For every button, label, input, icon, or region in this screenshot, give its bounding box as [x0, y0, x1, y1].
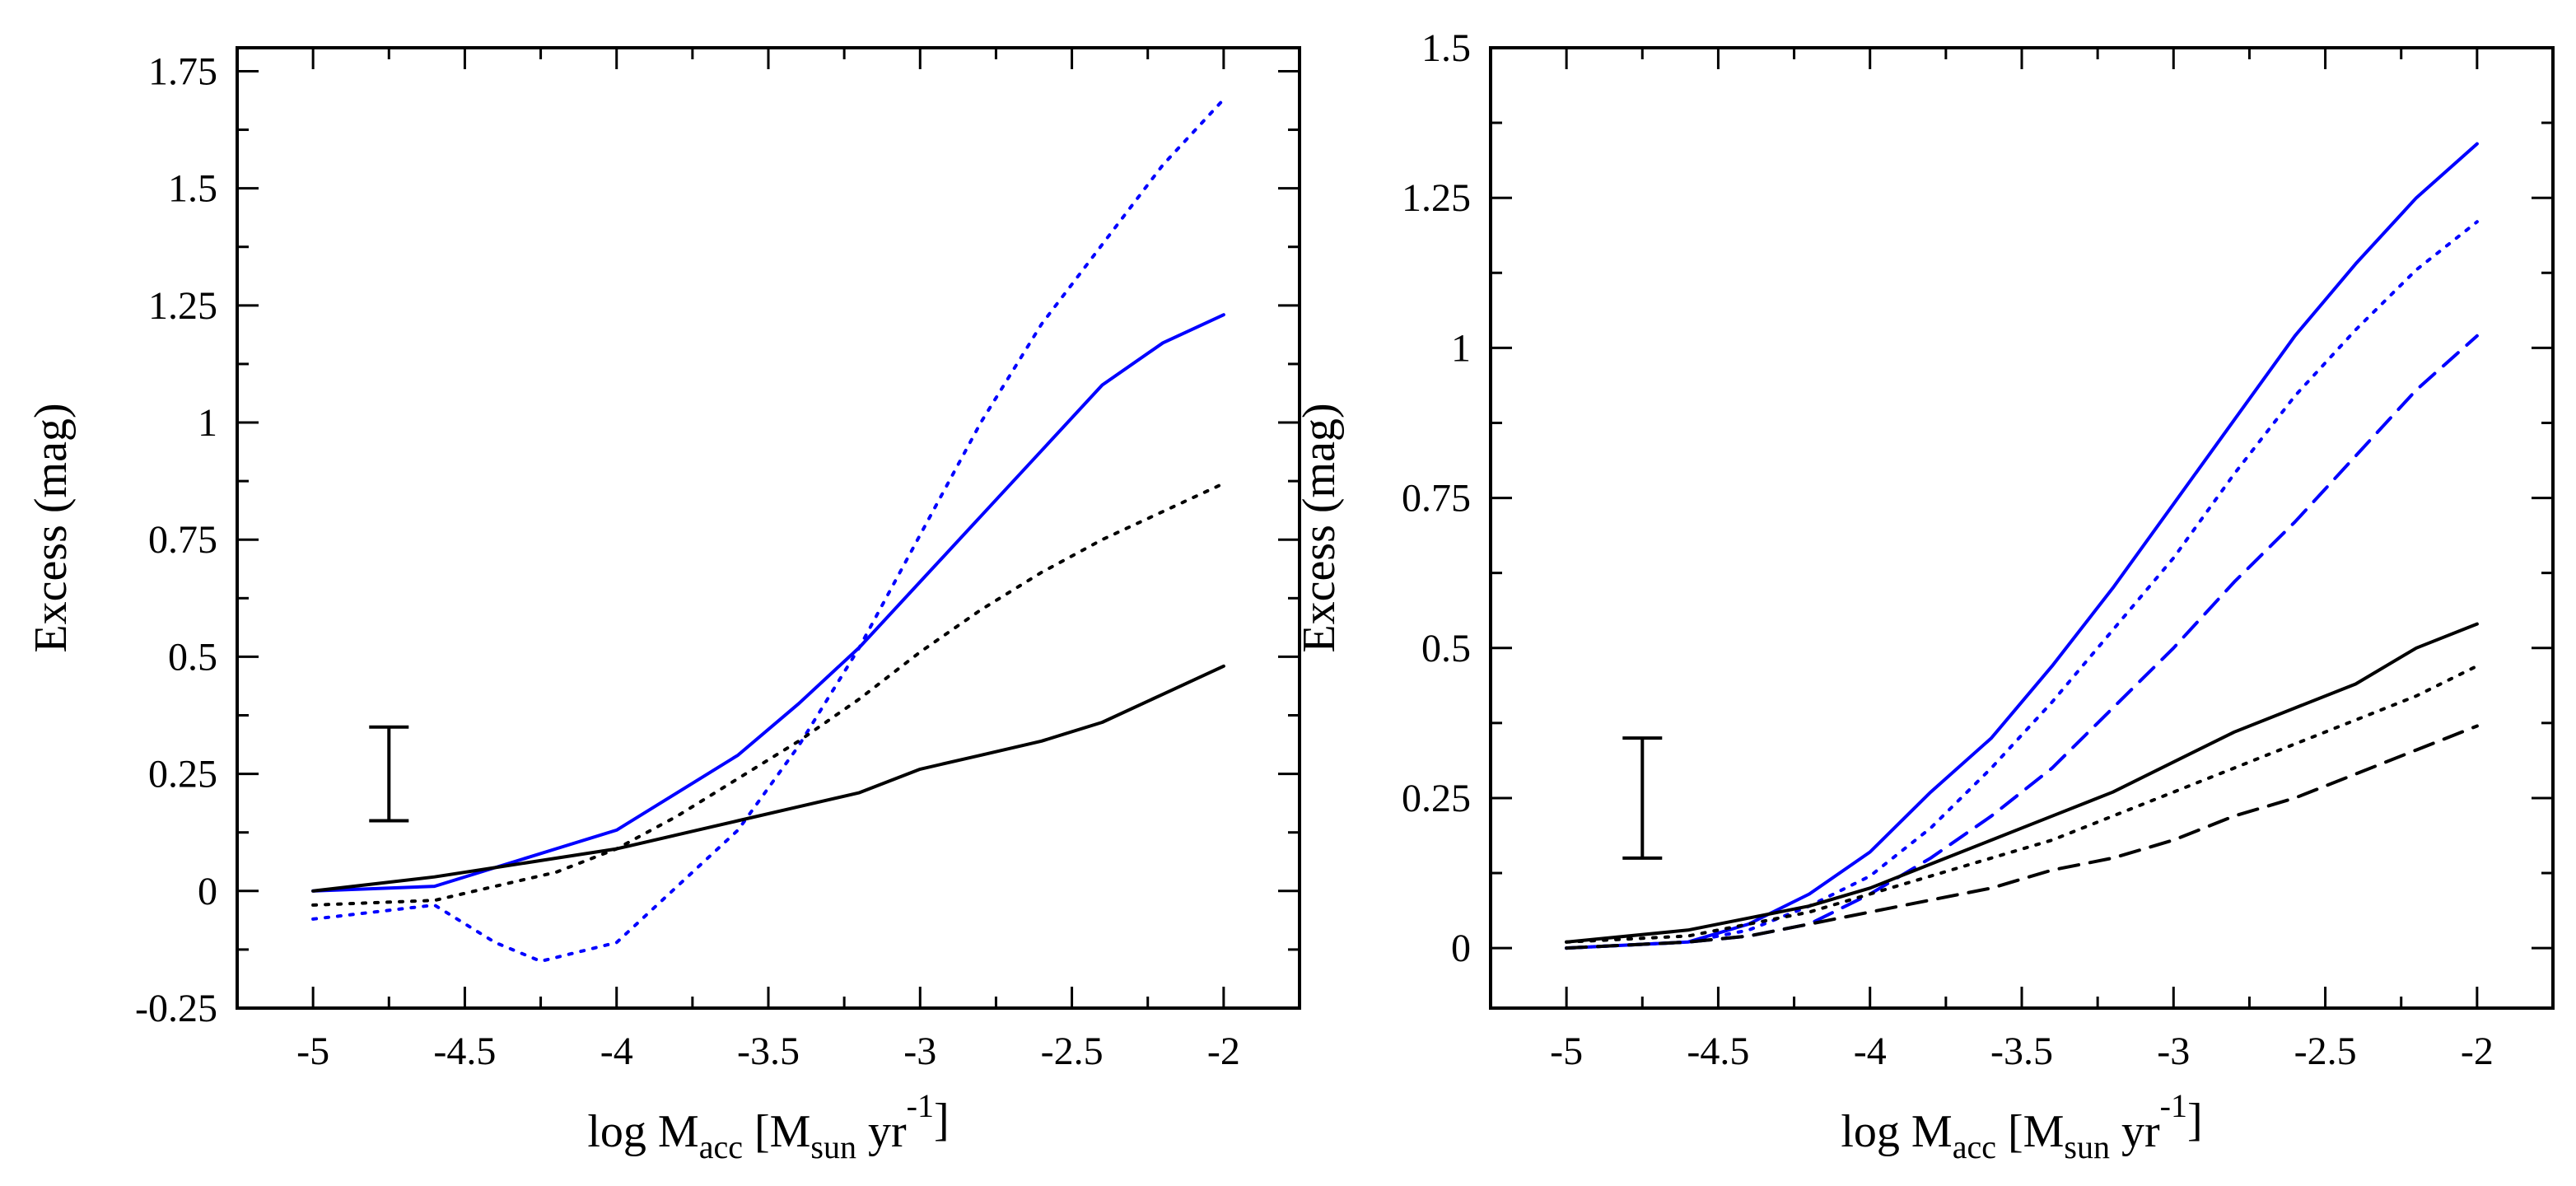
y-tick-label: 0.25: [1402, 777, 1471, 820]
y-tick-label: 1.5: [1421, 26, 1471, 70]
y-tick-label: 0: [1451, 927, 1471, 970]
plot-frame: [236, 46, 1301, 1010]
series-line-2: [311, 664, 1225, 893]
x-tick-label: -2: [1207, 1030, 1240, 1073]
left-panel: -5 -4.5 -4 -3.5 -3 -2.5 -2 -0.25 0 0.25 0.5 0.75 1 1.…: [26, 46, 1301, 1165]
y-tick-label: 0.5: [168, 635, 217, 679]
y-tick-label: 1: [198, 401, 217, 445]
x-tick-label: -4.5: [433, 1030, 496, 1073]
x-axis-label: log Macc [Msun yr-1]: [1841, 1087, 2202, 1165]
right-panel: -5 -4.5 -4 -3.5 -3 -2.5 -2 0 0.25 0.5 0.75 1 1.25 1.5…: [1294, 26, 2555, 1165]
y-tick-label: 0.25: [148, 753, 217, 796]
x-tick-label: -5: [1550, 1030, 1583, 1073]
x-tick-label: -3: [903, 1030, 936, 1073]
y-tick-label: 1: [1451, 326, 1471, 370]
x-tick-label: -3.5: [737, 1030, 800, 1073]
x-tick-label: -3: [2157, 1030, 2190, 1073]
y-tick-label: 1.75: [148, 49, 217, 93]
x-tick-label: -4.5: [1687, 1030, 1749, 1073]
series-line-4: [1565, 664, 2479, 944]
series-line-5: [1565, 724, 2479, 950]
series-line-3: [311, 482, 1225, 907]
series-line-0: [311, 313, 1225, 893]
y-tick-label: 0.75: [148, 518, 217, 562]
y-tick-label: -0.25: [135, 987, 217, 1030]
series-line-3: [1565, 622, 2479, 944]
x-axis-label: log Macc [Msun yr-1]: [587, 1087, 949, 1165]
error-bar: [1622, 736, 1663, 860]
x-tick-label: -2.5: [2294, 1030, 2357, 1073]
y-tick-label: 0.5: [1421, 627, 1471, 670]
x-tick-label: -2: [2461, 1030, 2494, 1073]
y-axis-label: Excess (mag): [26, 403, 77, 652]
y-tick-label: 0.75: [1402, 477, 1471, 521]
x-tick-label: -5: [296, 1030, 329, 1073]
x-tick-label: -2.5: [1041, 1030, 1104, 1073]
y-tick-label: 1.25: [148, 284, 217, 328]
series-line-1: [311, 97, 1225, 964]
x-tick-label: -3.5: [1990, 1030, 2053, 1073]
x-tick-label: -4: [1854, 1030, 1887, 1073]
series-line-1: [1565, 220, 2479, 950]
y-axis-label: Excess (mag): [1294, 403, 1345, 652]
y-tick-label: 1.25: [1402, 176, 1471, 220]
error-bar: [369, 725, 409, 823]
series-line-2: [1565, 334, 2479, 950]
x-tick-label: -4: [600, 1030, 633, 1073]
y-tick-label: 1.5: [168, 167, 217, 211]
plot-frame: [1489, 46, 2555, 1010]
y-tick-label: 0: [198, 870, 217, 913]
